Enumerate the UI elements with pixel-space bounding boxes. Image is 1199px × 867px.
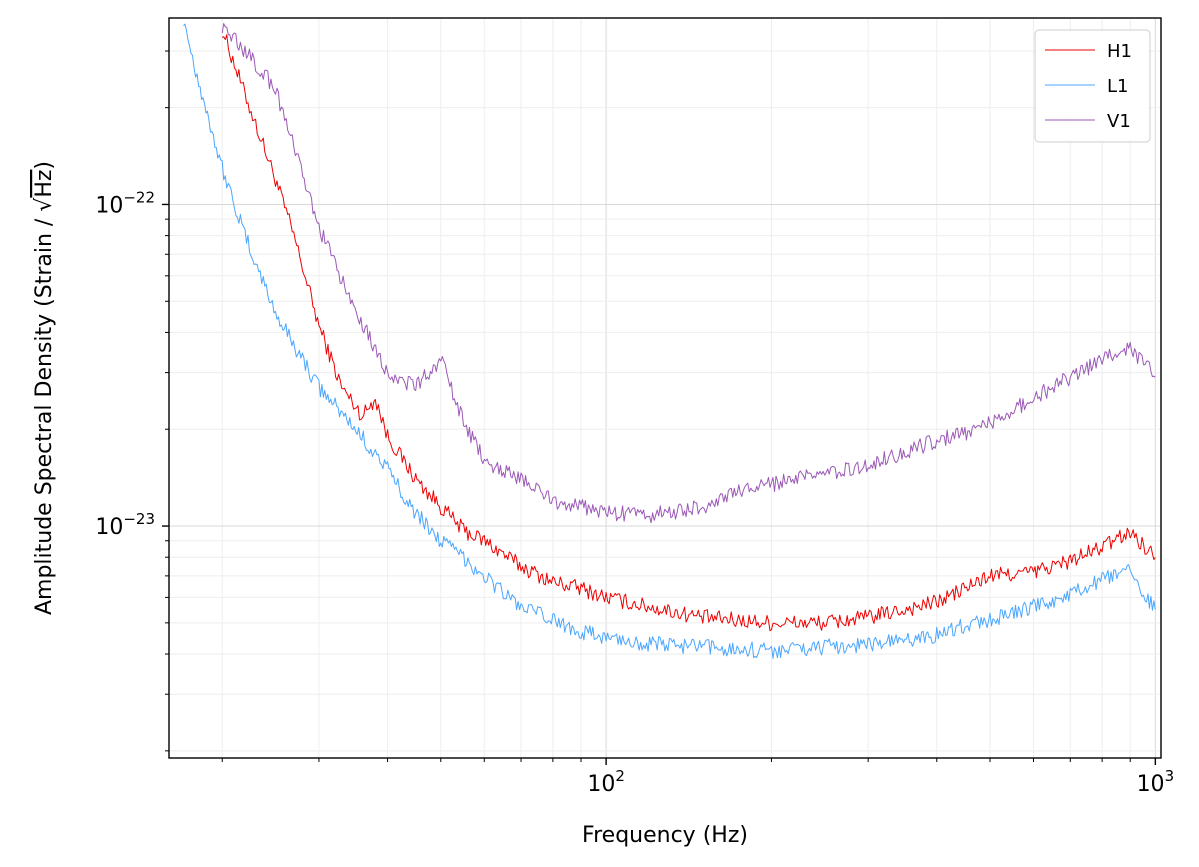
legend-label-v1: V1: [1107, 111, 1131, 132]
y-tick-label-exponent: −23: [123, 510, 155, 528]
legend-item-l1: L1: [1045, 76, 1128, 97]
legend-item-v1: V1: [1045, 111, 1131, 132]
y-axis-label: Amplitude Spectral Density (Strain / √Hz…: [32, 161, 57, 615]
legend-item-h1: H1: [1045, 41, 1132, 62]
x-tick-label: 102: [587, 767, 625, 797]
y-axis-label-unit: Hz: [32, 170, 57, 198]
y-axis-label-sqrt: √: [32, 197, 57, 212]
y-tick-label: 10−22: [95, 188, 155, 218]
series-line-h1: [221, 34, 1156, 632]
legend-box: [1034, 29, 1151, 143]
x-tick-label: 103: [1137, 767, 1175, 797]
y-axis-label-suffix: ): [32, 161, 57, 170]
plot-frame: [168, 17, 1162, 759]
grid-lines: [169, 18, 1161, 758]
x-tick-label-base: 10: [1137, 772, 1165, 797]
y-axis-label-prefix: Amplitude Spectral Density (Strain /: [32, 212, 57, 615]
x-axis-label: Frequency (Hz): [582, 823, 748, 848]
y-tick-label-exponent: −22: [123, 188, 155, 206]
series-line-l1: [183, 23, 1156, 659]
x-tick-label-exponent: 2: [615, 767, 625, 785]
legend-label-l1: L1: [1107, 76, 1128, 97]
y-tick-label-base: 10: [95, 193, 123, 218]
y-tick-label-base: 10: [95, 515, 123, 540]
x-tick-label-base: 10: [587, 772, 615, 797]
legend-label-h1: H1: [1107, 41, 1132, 62]
y-tick-label: 10−23: [95, 510, 155, 540]
x-tick-label-exponent: 3: [1165, 767, 1175, 785]
series-line-v1: [221, 23, 1156, 524]
legend: H1 L1 V1: [1034, 29, 1151, 143]
series-layer: [183, 23, 1156, 659]
